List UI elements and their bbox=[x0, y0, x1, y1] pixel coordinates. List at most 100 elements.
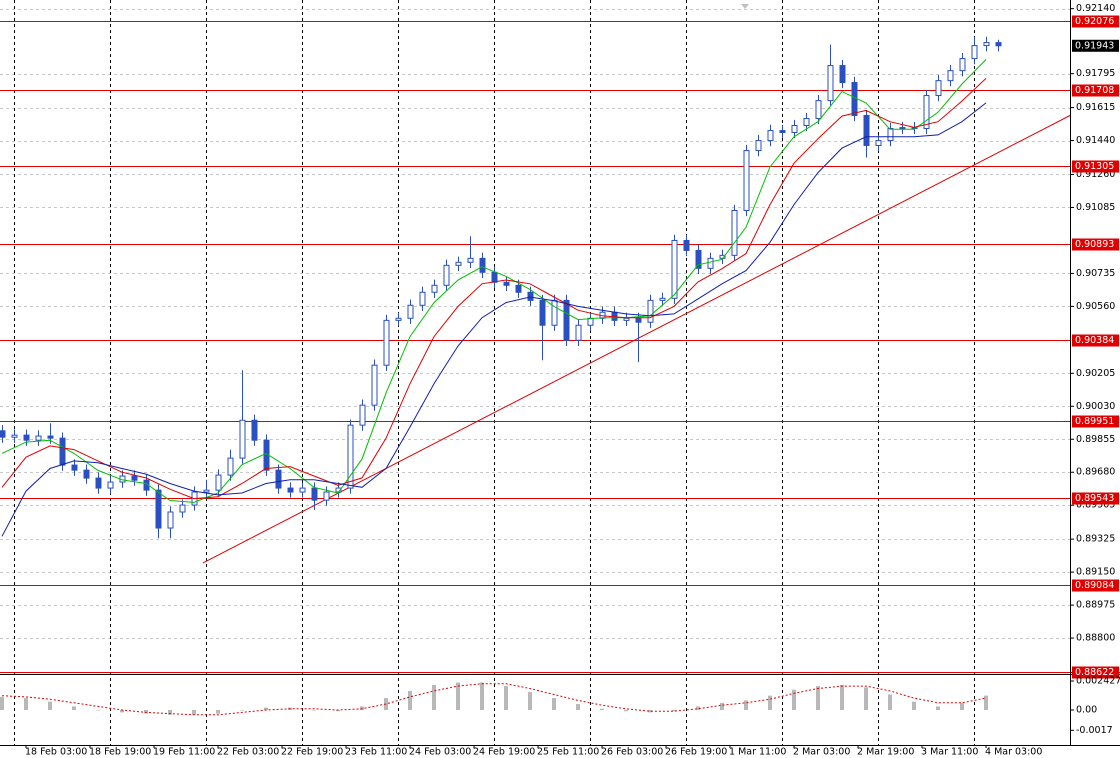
oscillator-bar bbox=[672, 710, 676, 712]
oscillator-bar bbox=[120, 710, 124, 713]
oscillator-bar bbox=[480, 682, 484, 710]
y-tick-label: 0.89505 bbox=[1076, 500, 1115, 511]
level-label: 0.89084 bbox=[1075, 580, 1114, 591]
y-tick-label: 0.91260 bbox=[1076, 169, 1115, 180]
oscillator-bar bbox=[312, 710, 316, 711]
candle-body bbox=[515, 284, 522, 293]
candle-body bbox=[827, 65, 834, 102]
x-tick-label: 26 Feb 19:00 bbox=[665, 747, 727, 758]
candle-body bbox=[767, 130, 774, 142]
x-tick-label: 24 Feb 19:00 bbox=[473, 747, 535, 758]
candle-body bbox=[131, 475, 138, 481]
level-label: 0.91708 bbox=[1075, 85, 1114, 96]
oscillator-bar bbox=[72, 706, 76, 710]
level-label-box bbox=[1072, 334, 1119, 347]
x-tick-label: 19 Feb 11:00 bbox=[153, 747, 215, 758]
oscillator-bar bbox=[600, 708, 604, 710]
oscillator-bar bbox=[264, 707, 268, 710]
candle-body bbox=[551, 299, 558, 326]
candle-body bbox=[899, 127, 906, 130]
x-tick-label: 2 Mar 19:00 bbox=[857, 747, 914, 758]
candle-body bbox=[395, 317, 402, 321]
oscillator-bar bbox=[360, 706, 364, 710]
candle-body bbox=[587, 317, 594, 326]
candle-body bbox=[779, 130, 786, 133]
candle-body bbox=[479, 257, 486, 273]
oscillator-bar bbox=[0, 696, 4, 710]
candle-body bbox=[635, 317, 642, 323]
oscillator-bar bbox=[696, 706, 700, 710]
oscillator-bar bbox=[240, 710, 244, 711]
oscillator-bar bbox=[984, 695, 988, 710]
oscillator-bar bbox=[216, 710, 220, 714]
moving-average bbox=[1, 59, 987, 503]
candle-body bbox=[215, 474, 222, 491]
level-label-box bbox=[1072, 492, 1119, 505]
level-label-box bbox=[1072, 160, 1119, 173]
candle-body bbox=[71, 464, 78, 471]
candle-body bbox=[563, 299, 570, 341]
candle-body bbox=[935, 80, 942, 97]
shift-marker bbox=[741, 4, 749, 9]
level-label: 0.92076 bbox=[1075, 16, 1114, 27]
candle-body bbox=[923, 95, 930, 130]
x-tick-label: 25 Feb 11:00 bbox=[537, 747, 599, 758]
candle-body bbox=[179, 504, 186, 513]
level-label-box bbox=[1072, 15, 1119, 28]
candle-body bbox=[311, 487, 318, 501]
candle-body bbox=[947, 70, 954, 82]
oscillator-bar bbox=[864, 687, 868, 710]
candle-body bbox=[815, 100, 822, 120]
candle-body bbox=[671, 239, 678, 299]
candle-body bbox=[155, 489, 162, 529]
oscillator-bar bbox=[168, 710, 172, 715]
candle-body bbox=[239, 419, 246, 459]
current-price-box bbox=[1072, 39, 1119, 52]
oscillator-bar bbox=[648, 710, 652, 713]
x-tick-label: 18 Feb 03:00 bbox=[25, 747, 87, 758]
level-label: 0.89543 bbox=[1075, 493, 1114, 504]
candle-body bbox=[971, 45, 978, 60]
level-label-box bbox=[1072, 84, 1119, 97]
candle-body bbox=[983, 42, 990, 47]
oscillator-bar bbox=[24, 698, 28, 710]
candle-body bbox=[383, 319, 390, 366]
x-tick-label: 26 Feb 03:00 bbox=[601, 747, 663, 758]
candle-body bbox=[839, 65, 846, 84]
candle-body bbox=[695, 249, 702, 269]
y-tick-label: 0.91795 bbox=[1076, 68, 1115, 79]
oscillator-signal bbox=[1, 683, 987, 716]
candle-body bbox=[251, 419, 258, 441]
candle-body bbox=[659, 297, 666, 301]
oscillator-bar bbox=[720, 702, 724, 710]
x-tick-label: 22 Feb 19:00 bbox=[281, 747, 343, 758]
candle-body bbox=[359, 404, 366, 426]
candle-body bbox=[731, 209, 738, 256]
oscillator-bar bbox=[936, 706, 940, 710]
oscillator-bar bbox=[888, 694, 892, 710]
candle-body bbox=[419, 291, 426, 306]
candle-body bbox=[755, 140, 762, 152]
x-tick-label: 24 Feb 03:00 bbox=[409, 747, 471, 758]
oscillator-bar bbox=[96, 710, 100, 711]
candle-body bbox=[707, 257, 714, 269]
candle-body bbox=[863, 115, 870, 146]
level-label-box bbox=[1072, 415, 1119, 428]
y-tick-label: 0.91085 bbox=[1076, 202, 1115, 213]
candle-body bbox=[467, 257, 474, 263]
oscillator-bar bbox=[456, 682, 460, 710]
oscillator-bar bbox=[576, 704, 580, 710]
level-label-box bbox=[1072, 666, 1119, 679]
candle-body bbox=[539, 299, 546, 326]
level-label: 0.88622 bbox=[1075, 667, 1114, 678]
candle-body bbox=[803, 118, 810, 126]
candle-body bbox=[347, 424, 354, 489]
oscillator-bar bbox=[552, 698, 556, 710]
x-tick-label: 18 Feb 19:00 bbox=[89, 747, 151, 758]
x-tick-label: 23 Feb 11:00 bbox=[345, 747, 407, 758]
y-tick-label: 0.89150 bbox=[1076, 567, 1115, 578]
candle-body bbox=[107, 481, 114, 489]
y-tick-label: 0.89325 bbox=[1076, 534, 1115, 545]
level-label: 0.91305 bbox=[1075, 161, 1114, 172]
